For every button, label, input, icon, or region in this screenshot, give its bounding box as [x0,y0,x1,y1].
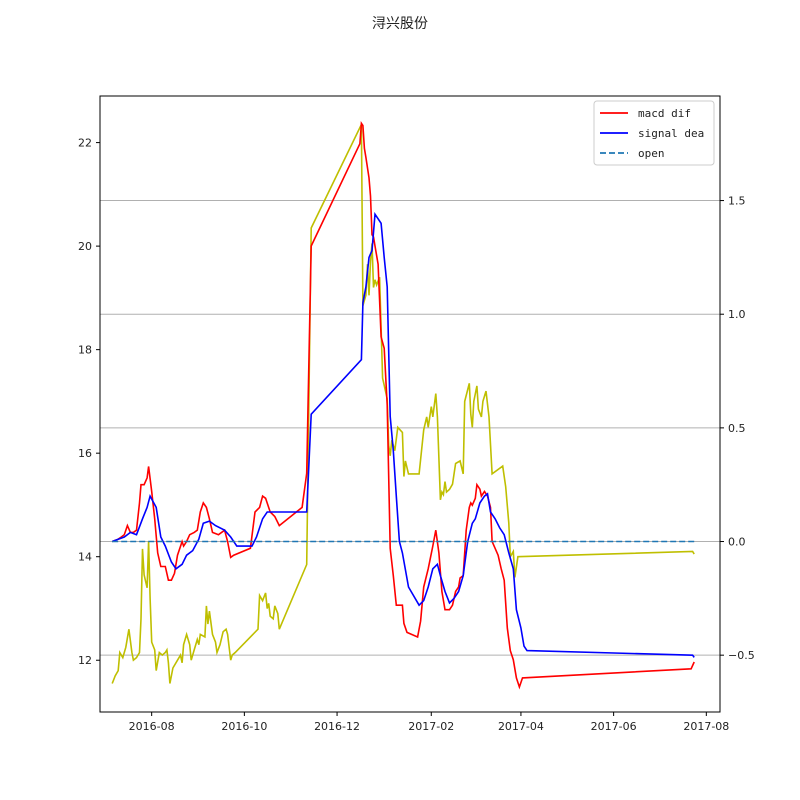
chart-title: 浔兴股份 [372,16,428,32]
grid [100,200,720,656]
x-tick-label-6: 2017-08 [683,720,729,733]
x-tick-label-2: 2016-12 [314,720,360,733]
y-left-tick-label-2: 16 [78,447,92,460]
plot-frame [99,95,721,713]
legend-label-1: signal dea [638,127,704,140]
y-left-tick-label-5: 22 [78,137,92,150]
x-tick-label-0: 2016-08 [129,720,175,733]
y-left-axis: 12 14 16 18 20 22 [78,137,100,667]
series-line-1 [111,120,695,690]
y-left-tick-label-3: 18 [78,344,92,357]
series-line-2 [111,211,695,658]
y-right-tick-label-3: 1.0 [728,308,746,321]
legend-label-2: open [638,147,665,160]
legend: macd dif signal dea open [593,100,715,166]
y-right-tick-label-2: 0.5 [728,422,746,435]
x-axis: 2016-08 2016-10 2016-12 2017-02 2017-04 2017-… [129,712,729,733]
legend-box [593,100,715,166]
x-tick-label-5: 2017-06 [591,720,637,733]
y-right-tick-label-0: −0.5 [728,649,755,662]
y-left-tick-label-0: 12 [78,654,92,667]
y-right-axis: −0.5 0.0 0.5 1.0 1.5 [720,195,755,662]
x-tick-label-4: 2017-04 [498,720,544,733]
y-left-tick-label-1: 14 [78,551,92,564]
y-left-tick-label-4: 20 [78,240,92,253]
legend-label-0: macd dif [638,107,691,120]
x-tick-label-3: 2017-02 [408,720,454,733]
x-tick-label-1: 2016-10 [221,720,267,733]
y-right-tick-label-1: 0.0 [728,536,746,549]
series-layer [111,120,695,690]
series-line-0 [111,124,695,684]
y-right-tick-label-4: 1.5 [728,195,746,208]
